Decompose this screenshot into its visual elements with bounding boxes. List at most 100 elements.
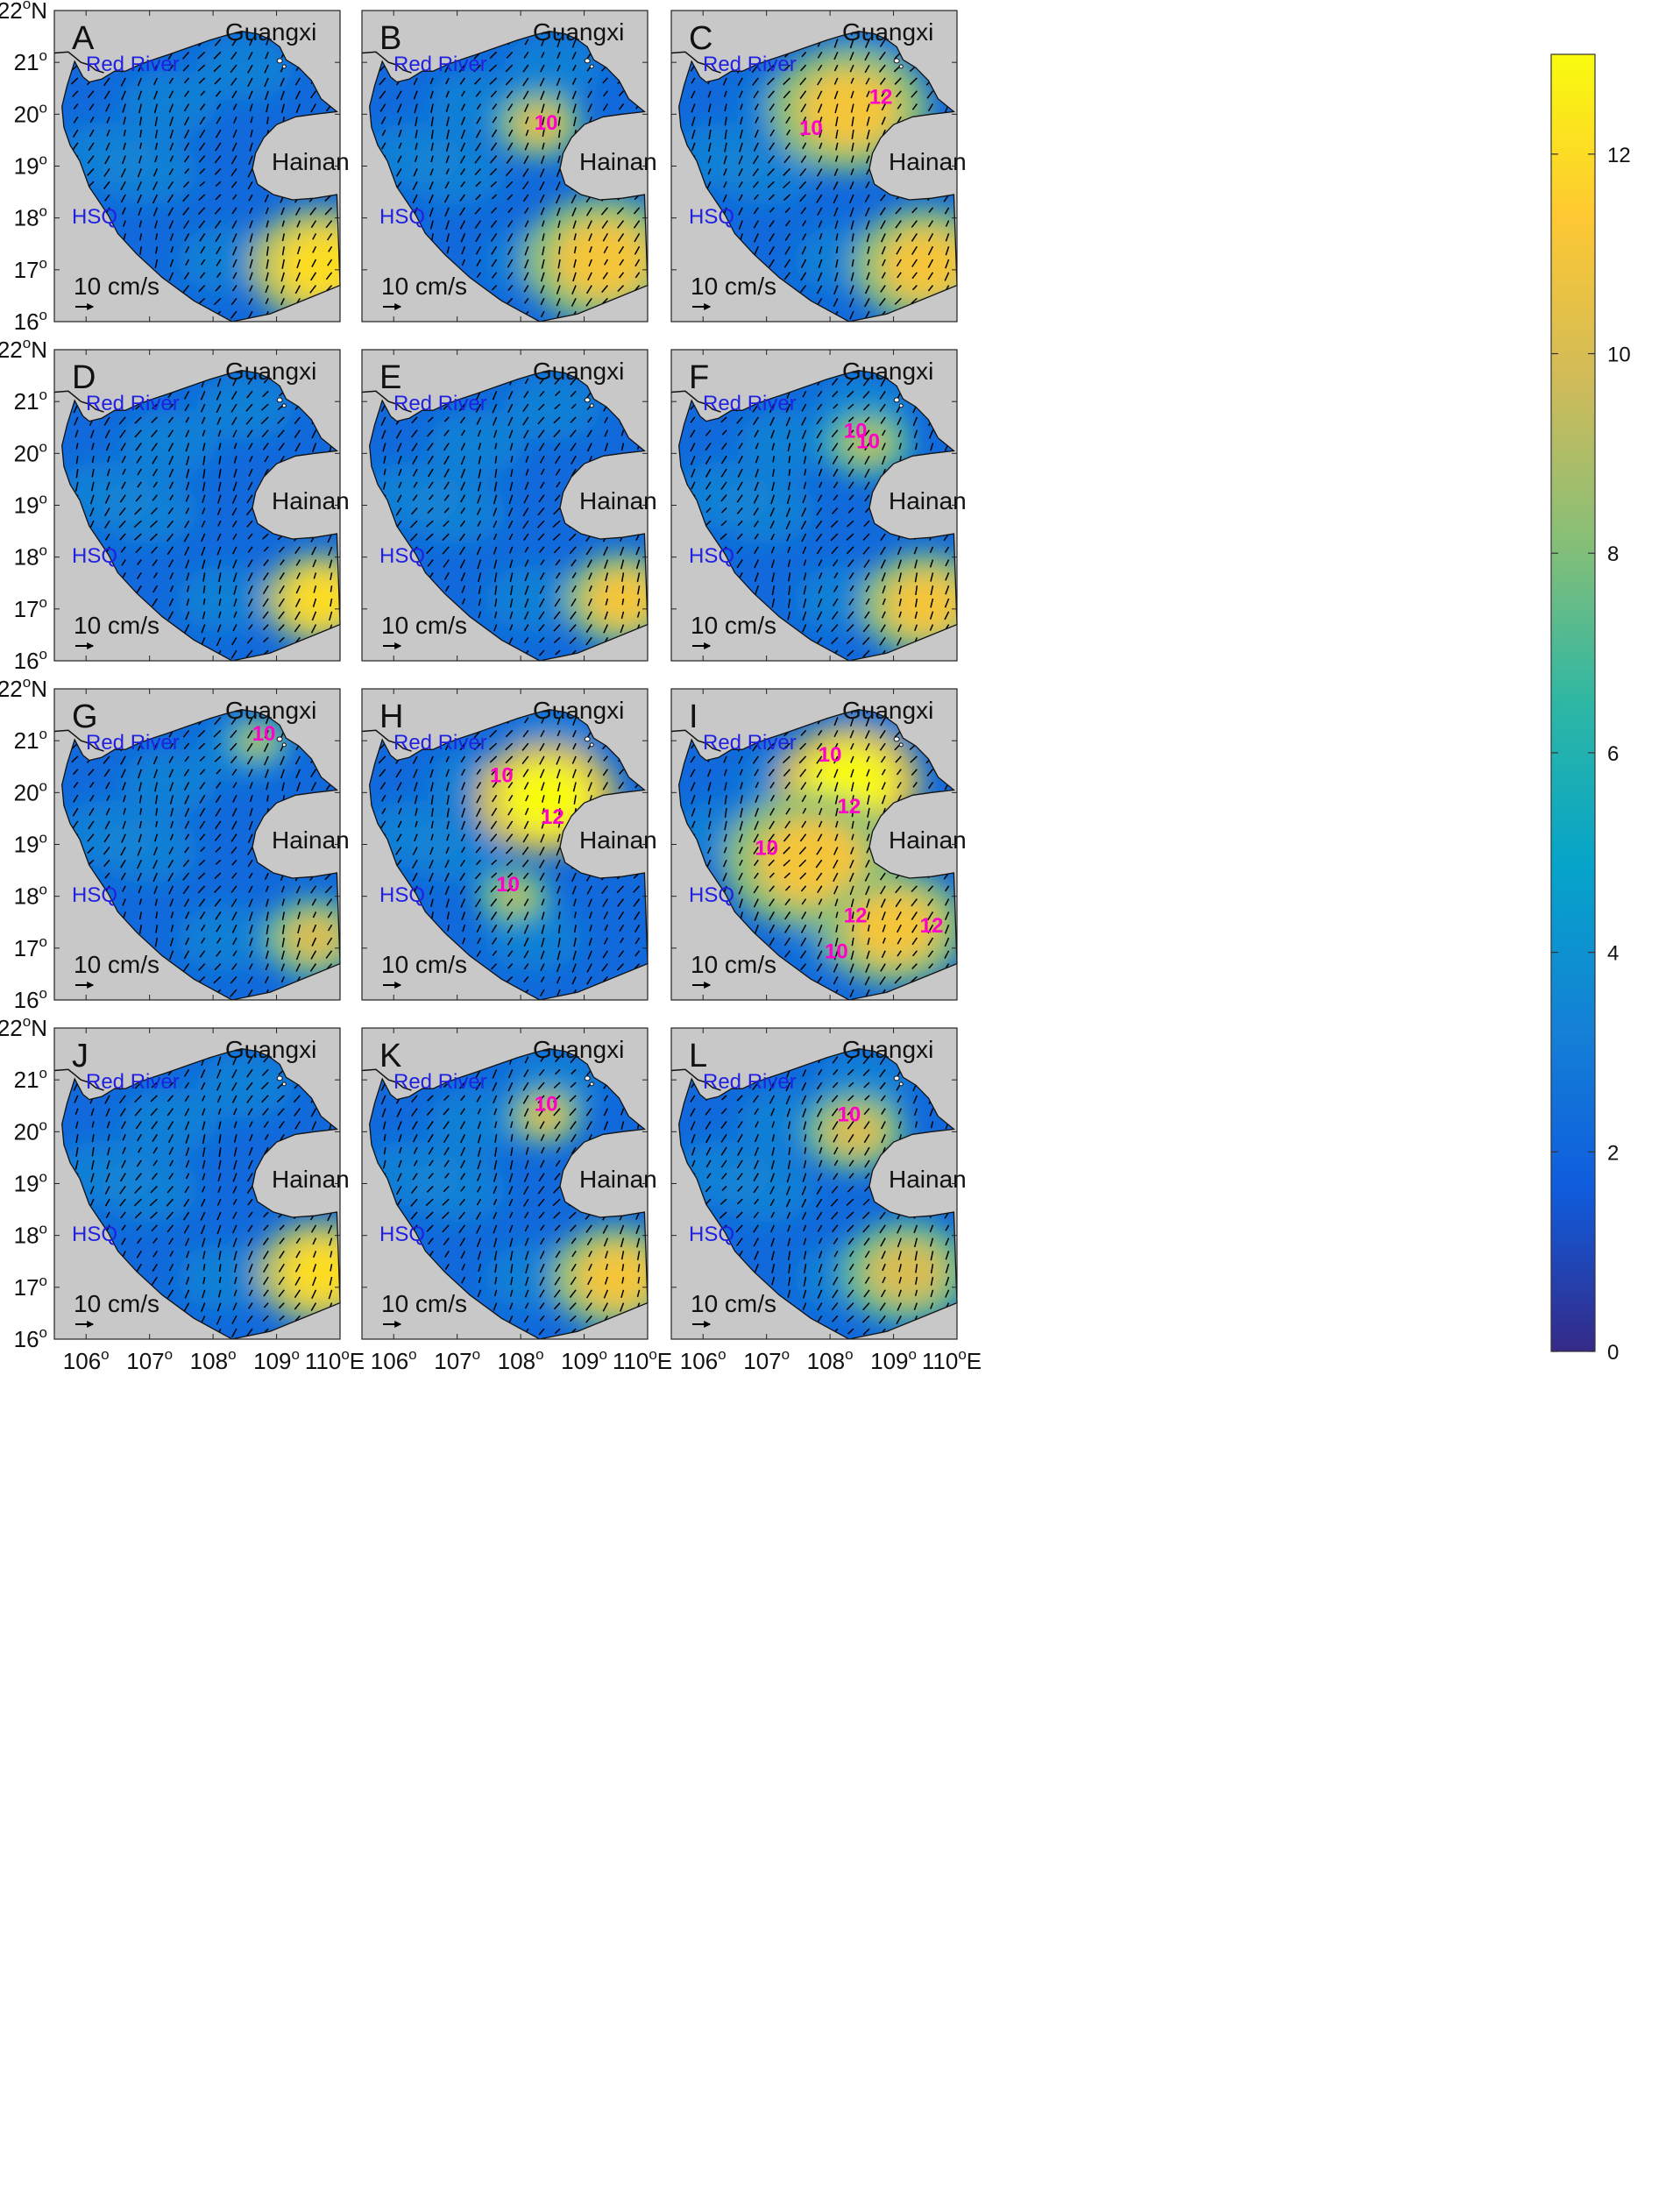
scale-label: 10 cm/s [381, 273, 467, 300]
hsq-label: HSQ [689, 544, 734, 568]
current-vector [71, 755, 79, 763]
current-vector [816, 507, 823, 516]
current-vector [802, 220, 807, 227]
current-vector [493, 611, 498, 619]
current-vector [507, 937, 514, 946]
current-vector [428, 1173, 434, 1180]
current-vector [72, 129, 79, 138]
current-vector [443, 194, 450, 203]
current-vector [103, 168, 110, 177]
current-vector [137, 559, 142, 565]
current-vector [460, 1186, 465, 1192]
current-vector [788, 468, 791, 476]
current-vector [882, 937, 886, 944]
current-vector [216, 507, 222, 515]
current-vector [248, 872, 253, 879]
current-vector [769, 872, 775, 878]
current-vector [911, 259, 918, 267]
current-vector [397, 155, 402, 163]
current-vector [170, 807, 174, 817]
current-vector [168, 272, 174, 281]
current-vector [819, 142, 823, 150]
field-shading [61, 34, 340, 322]
current-vector [120, 847, 126, 856]
contour-label: 12 [920, 914, 944, 938]
current-vector [507, 194, 514, 201]
current-vector [556, 976, 561, 984]
current-vector [460, 233, 466, 243]
current-vector [443, 481, 450, 490]
current-vector [475, 403, 482, 413]
current-vector [247, 168, 253, 178]
current-vector [232, 129, 237, 138]
current-vector [539, 378, 545, 385]
current-vector [523, 1315, 529, 1323]
current-vector [184, 624, 190, 634]
panel-label: C [689, 20, 712, 57]
current-vector [634, 950, 641, 957]
current-vector [802, 129, 807, 137]
current-vector [216, 533, 222, 542]
current-vector [430, 898, 434, 907]
current-vector [895, 233, 902, 243]
current-vector [863, 520, 870, 528]
current-vector [167, 181, 174, 189]
current-vector [202, 1186, 206, 1193]
current-vector [782, 755, 790, 764]
current-vector [770, 559, 776, 569]
current-vector [216, 1224, 222, 1235]
current-vector [850, 103, 854, 113]
current-vector [476, 259, 482, 266]
current-vector [138, 117, 142, 126]
current-vector [636, 611, 641, 618]
current-vector [865, 155, 870, 164]
current-vector [170, 925, 174, 932]
current-vector [248, 885, 253, 893]
current-vector [443, 403, 450, 411]
current-vector [185, 1159, 190, 1168]
current-vector [556, 194, 561, 204]
current-vector [294, 1302, 301, 1310]
current-vector [507, 885, 514, 892]
current-vector [249, 795, 253, 803]
current-vector [862, 403, 870, 411]
y-tick-label: 22oN [0, 0, 47, 24]
current-vector [297, 233, 301, 240]
current-vector [785, 220, 791, 227]
current-vector [509, 1302, 514, 1310]
current-vector [311, 611, 317, 621]
current-vector [927, 898, 934, 906]
current-vector [459, 194, 465, 202]
current-vector [169, 155, 174, 162]
current-vector [571, 285, 577, 294]
current-vector [474, 207, 482, 215]
current-vector [429, 168, 434, 176]
current-vector [263, 559, 269, 566]
current-vector [771, 585, 776, 596]
current-vector [152, 455, 159, 464]
current-vector [184, 820, 190, 829]
current-vector [506, 975, 514, 983]
current-vector [154, 898, 159, 906]
current-vector [800, 963, 807, 971]
current-vector [458, 64, 465, 73]
current-vector [294, 207, 301, 216]
current-vector [852, 925, 854, 932]
current-vector [539, 1315, 545, 1322]
current-vector [621, 585, 625, 594]
current-vector [261, 429, 269, 438]
current-vector [851, 795, 854, 805]
current-vector [395, 1186, 402, 1195]
current-vector [524, 481, 529, 491]
current-vector [691, 142, 696, 152]
current-vector [294, 1263, 301, 1273]
current-vector [751, 64, 759, 74]
current-vector [103, 755, 110, 764]
current-vector [105, 443, 110, 451]
current-vector [819, 807, 823, 816]
current-vector [154, 937, 159, 947]
current-vector [708, 129, 712, 140]
current-vector [382, 1159, 386, 1169]
